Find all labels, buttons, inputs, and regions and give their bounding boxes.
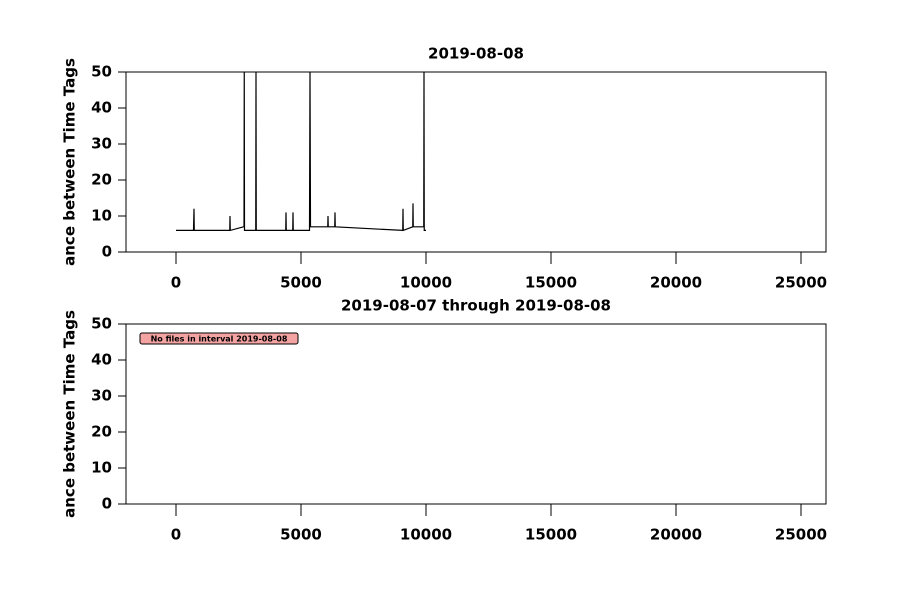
x-tick-label: 5000 (280, 526, 322, 544)
y-axis-label: ance between Time Tags (61, 310, 79, 518)
y-axis-label: ance between Time Tags (61, 58, 79, 266)
data-line (176, 71, 426, 232)
y-tick-label: 0 (102, 495, 112, 513)
x-tick-label: 0 (171, 526, 181, 544)
y-tick-label: 0 (102, 243, 112, 261)
chart-title: 2019-08-07 through 2019-08-08 (341, 297, 611, 315)
y-tick-label: 10 (91, 459, 112, 477)
x-tick-label: 15000 (525, 526, 577, 544)
y-tick-label: 20 (91, 423, 112, 441)
x-tick-label: 20000 (650, 526, 702, 544)
x-tick-label: 15000 (525, 274, 577, 292)
y-tick-label: 10 (91, 207, 112, 225)
y-tick-label: 50 (91, 63, 112, 81)
x-tick-label: 20000 (650, 274, 702, 292)
y-tick-label: 20 (91, 171, 112, 189)
x-tick-label: 25000 (775, 274, 827, 292)
y-tick-label: 50 (91, 315, 112, 333)
y-tick-label: 30 (91, 135, 112, 153)
y-tick-label: 40 (91, 99, 112, 117)
y-tick-label: 40 (91, 351, 112, 369)
plot-frame (125, 71, 827, 253)
x-tick-label: 10000 (400, 526, 452, 544)
y-tick-label: 30 (91, 387, 112, 405)
x-tick-label: 10000 (400, 274, 452, 292)
x-tick-label: 0 (171, 274, 181, 292)
x-tick-label: 25000 (775, 526, 827, 544)
annotation-box (139, 332, 299, 345)
plot-frame (125, 323, 827, 505)
annotation: No files in interval 2019-08-08 (151, 335, 288, 344)
chart-title: 2019-08-08 (428, 45, 524, 63)
x-tick-label: 5000 (280, 274, 322, 292)
